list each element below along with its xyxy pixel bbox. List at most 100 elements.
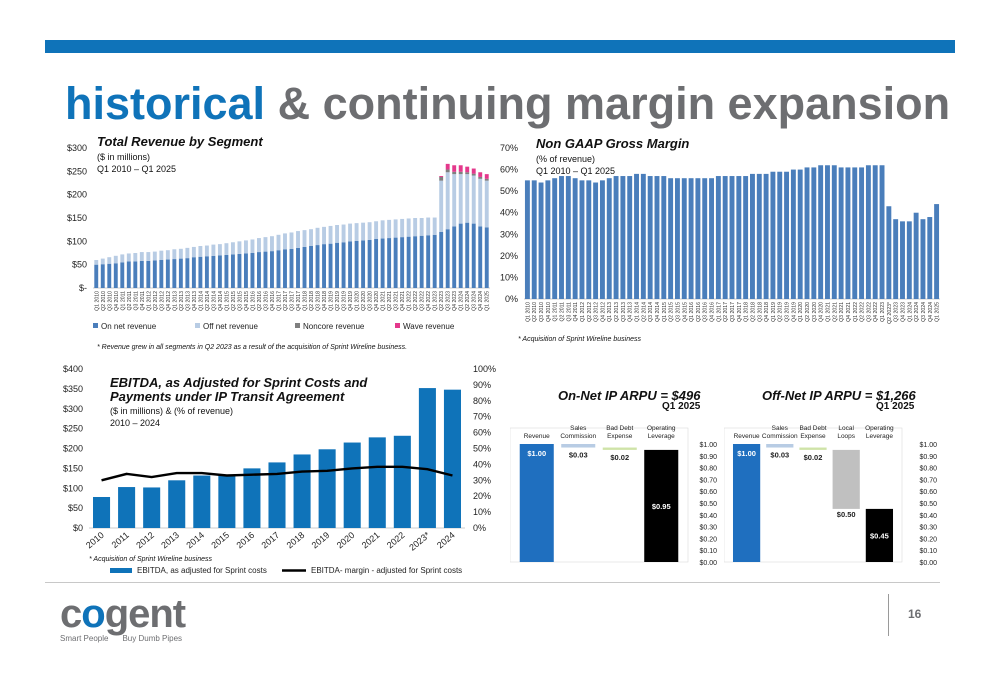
off-net-arpu-y-tick: $0.40	[919, 513, 937, 520]
gross-margin-bar	[668, 178, 674, 299]
revenue-x-tick: Q1 2021	[381, 291, 387, 311]
revenue-bar-0	[315, 245, 320, 288]
gross-margin-x-tick: Q2 2016	[696, 302, 702, 322]
gross-margin-x-tick: Q1 2023	[880, 302, 886, 322]
revenue-bar-0	[276, 250, 281, 288]
gross-margin-bar	[613, 176, 619, 299]
ebitda-chart-title-line2: Payments under IP Transit Agreement	[110, 389, 345, 404]
gross-margin-chart-period: Q1 2010 – Q1 2025	[536, 166, 616, 176]
gross-margin-bar	[661, 176, 667, 299]
gross-margin-bar	[934, 204, 940, 299]
on-net-arpu-y-tick: $0.10	[699, 548, 717, 555]
off-net-arpu-y-tick: $1.00	[919, 442, 937, 449]
top-accent-bar	[45, 40, 955, 53]
gross-margin-bar	[906, 221, 912, 299]
ebitda-y2-tick: 40%	[473, 459, 491, 469]
gross-margin-bar	[811, 167, 817, 299]
off-net-arpu-y-tick: $0.30	[919, 525, 937, 532]
revenue-bar-0	[296, 247, 300, 288]
gross-margin-y-tick: 30%	[500, 229, 518, 239]
revenue-legend-label: Off net revenue	[203, 322, 259, 331]
revenue-x-tick: Q4 2011	[140, 291, 146, 311]
revenue-legend-swatch	[295, 323, 300, 328]
off-net-arpu-category-label: Expense	[800, 433, 826, 440]
gross-margin-x-tick: Q4 2011	[573, 302, 579, 322]
ebitda-x-tick: 2021	[360, 530, 382, 551]
revenue-x-tick: Q2 2022	[413, 291, 419, 311]
gross-margin-x-tick: Q4 2020	[819, 302, 825, 322]
revenue-bar-1	[445, 172, 450, 230]
revenue-bar-0	[126, 261, 131, 288]
off-net-arpu-category-label: Loops	[837, 433, 855, 440]
gross-margin-x-tick: Q1 2010	[525, 302, 531, 322]
gross-margin-y-tick: 70%	[500, 143, 518, 153]
off-net-arpu-category-label: Bad Debt	[799, 425, 826, 432]
ebitda-chart-period: 2010 – 2024	[110, 418, 161, 428]
gross-margin-x-tick: Q4 2024	[928, 302, 934, 322]
ebitda-x-tick: 2018	[285, 530, 307, 551]
revenue-bar-0	[107, 263, 112, 288]
revenue-bar-0	[328, 243, 333, 288]
gross-margin-bar	[872, 165, 878, 299]
ebitda-chart-title-line1: EBITDA, as Adjusted for Sprint Costs and	[110, 375, 368, 390]
gross-margin-bar	[838, 167, 844, 299]
revenue-bar-0	[302, 246, 307, 288]
gross-margin-bar	[531, 180, 537, 299]
revenue-x-tick: Q2 2023	[439, 291, 445, 311]
gross-margin-x-tick: Q3 2014	[648, 302, 654, 322]
revenue-x-tick: Q3 2014	[211, 291, 217, 311]
revenue-bar-3	[439, 176, 444, 177]
revenue-chart-note: * Revenue grew in all segments in Q2 202…	[97, 344, 408, 351]
gross-margin-bar	[845, 167, 851, 299]
ebitda-legend-label: EBITDA- margin - adjusted for Sprint cos…	[311, 566, 462, 575]
revenue-x-tick: Q2 2020	[361, 291, 367, 311]
off-net-arpu-category-label: Leverage	[866, 433, 893, 440]
revenue-bar-1	[217, 244, 222, 256]
gross-margin-x-tick: Q4 2022	[873, 302, 879, 322]
ebitda-x-tick: 2010	[84, 530, 106, 551]
gross-margin-bar	[593, 182, 599, 299]
footer-divider	[45, 582, 940, 583]
off-net-arpu-value-label: $1.00	[737, 449, 756, 458]
revenue-bar-0	[432, 234, 437, 288]
off-net-arpu-chart: $0.00 $0.10 $0.20 $0.30 $0.40 $0.50 $0.60 $0.70…	[724, 425, 937, 567]
revenue-x-tick: Q1 2020	[355, 291, 361, 311]
gross-margin-x-tick: Q2 2018	[750, 302, 756, 322]
revenue-x-tick: Q3 2021	[394, 291, 400, 311]
gross-margin-bar	[647, 176, 653, 299]
gross-margin-x-tick: Q1 2014	[635, 302, 641, 322]
revenue-bar-1	[107, 257, 112, 264]
revenue-x-tick: Q1 2010	[94, 291, 100, 311]
revenue-x-tick: Q1 2024	[459, 291, 465, 311]
revenue-bar-1	[94, 260, 99, 265]
on-net-arpu-bar	[561, 444, 596, 448]
ebitda-bar	[293, 454, 311, 528]
gross-margin-x-tick: Q3 2023	[894, 302, 900, 322]
gross-margin-bar	[538, 182, 544, 299]
revenue-bar-1	[432, 217, 437, 235]
on-net-arpu-bar	[602, 447, 637, 450]
ebitda-y2-tick: 10%	[473, 507, 491, 517]
revenue-y-tick: $150	[67, 213, 87, 223]
gross-margin-bar	[756, 173, 762, 299]
gross-margin-x-tick: Q3 2017	[730, 302, 736, 322]
revenue-x-tick: Q1 2012	[146, 291, 152, 311]
gross-margin-bar	[831, 165, 837, 299]
on-net-arpu-y-tick: $0.20	[699, 536, 717, 543]
revenue-bar-1	[393, 219, 398, 238]
gross-margin-chart: 0%10%20%30%40%50%60%70%Q1 2010 Q2 2010 Q3 …	[500, 143, 941, 324]
gross-margin-x-tick: Q3 2016	[703, 302, 709, 322]
gross-margin-bar	[606, 178, 612, 299]
revenue-bar-0	[406, 236, 411, 288]
gross-margin-bar	[777, 171, 783, 299]
gross-margin-x-tick: Q2 2022	[860, 302, 866, 322]
revenue-bar-2	[478, 176, 483, 179]
revenue-x-tick: Q2 2010	[101, 291, 107, 311]
on-net-arpu-value-label: $1.00	[527, 449, 546, 458]
revenue-bar-1	[270, 236, 274, 252]
gross-margin-bar	[565, 176, 571, 299]
revenue-x-tick: Q4 2015	[244, 291, 250, 311]
revenue-x-tick: Q1 2013	[172, 291, 178, 311]
on-net-arpu-bar	[519, 444, 554, 562]
ebitda-bar	[368, 437, 386, 528]
